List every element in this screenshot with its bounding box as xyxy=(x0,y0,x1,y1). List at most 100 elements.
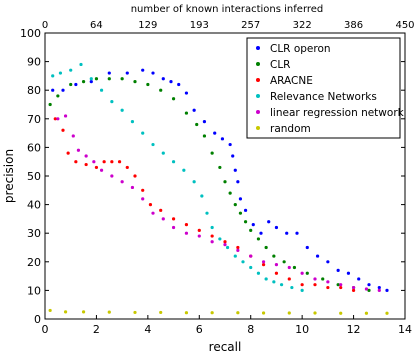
data-point xyxy=(385,311,389,315)
data-point xyxy=(231,154,235,158)
data-point xyxy=(130,185,135,190)
data-point xyxy=(238,197,243,201)
data-point xyxy=(61,88,65,92)
series-5 xyxy=(48,308,389,315)
data-point xyxy=(256,237,261,241)
data-point xyxy=(56,94,60,98)
data-point xyxy=(202,134,207,138)
data-point xyxy=(339,311,343,315)
data-point xyxy=(300,288,304,292)
data-point xyxy=(63,310,68,314)
data-point xyxy=(69,82,73,87)
y-tick-labels: 0 10 20 30 40 50 60 70 80 90 100 xyxy=(20,27,405,326)
data-point xyxy=(264,245,268,250)
top-tick-label: 129 xyxy=(138,20,157,31)
data-point xyxy=(326,260,330,264)
data-point xyxy=(210,240,214,244)
data-point xyxy=(169,80,173,84)
data-point xyxy=(94,77,99,81)
legend: CLR operon CLR ARACNE Relevance Networks lin… xyxy=(246,37,405,139)
x-tick-label: 2 xyxy=(93,323,100,336)
top-tick-label: 64 xyxy=(90,20,103,31)
data-point xyxy=(218,237,222,241)
legend-marker xyxy=(256,78,260,82)
data-point xyxy=(236,245,240,250)
data-point xyxy=(159,88,163,92)
data-point xyxy=(236,180,240,184)
data-point xyxy=(210,311,214,315)
data-point xyxy=(192,180,196,184)
legend-marker xyxy=(256,126,260,130)
data-point xyxy=(141,131,145,135)
x-tick-label: 6 xyxy=(196,323,203,336)
x-axis-label: recall xyxy=(209,340,242,353)
data-point xyxy=(81,80,86,84)
data-point xyxy=(51,74,55,78)
series-3 xyxy=(51,62,304,292)
data-point xyxy=(200,194,204,198)
data-point xyxy=(130,120,135,124)
data-point xyxy=(313,283,317,287)
data-point xyxy=(243,208,248,212)
series-1 xyxy=(48,77,371,292)
data-point xyxy=(210,151,214,155)
data-point xyxy=(84,154,88,158)
y-tick-label: 80 xyxy=(27,84,41,97)
data-point xyxy=(261,311,266,315)
data-point xyxy=(151,211,155,215)
data-point xyxy=(367,283,371,287)
top-tick-label: 257 xyxy=(241,20,260,31)
data-point xyxy=(336,283,340,287)
data-point xyxy=(151,71,155,75)
data-point xyxy=(223,240,227,244)
data-point xyxy=(110,160,114,164)
data-point xyxy=(99,168,104,172)
data-point xyxy=(210,234,214,238)
data-point xyxy=(313,277,317,281)
legend-marker xyxy=(256,94,260,98)
data-point xyxy=(107,71,111,75)
data-point xyxy=(228,142,232,147)
data-point xyxy=(161,77,165,81)
data-point xyxy=(259,231,263,235)
top-tick-label: 322 xyxy=(293,20,312,31)
data-point xyxy=(315,254,320,258)
data-point xyxy=(110,100,114,104)
data-point xyxy=(213,131,217,135)
data-point xyxy=(133,310,137,315)
data-point xyxy=(274,225,279,230)
data-point xyxy=(125,165,129,170)
data-point xyxy=(89,80,93,84)
x-tick-label: 4 xyxy=(144,323,151,336)
data-point xyxy=(295,231,299,235)
data-point xyxy=(53,117,57,121)
top-tick-label: 0 xyxy=(42,20,48,31)
y-tick-label: 90 xyxy=(27,56,41,69)
data-point xyxy=(110,174,114,178)
legend-label: CLR xyxy=(270,59,290,71)
data-point xyxy=(117,160,122,164)
data-point xyxy=(133,80,137,84)
data-point xyxy=(364,287,369,291)
data-point xyxy=(282,260,286,264)
data-point xyxy=(141,68,145,72)
data-point xyxy=(92,160,96,164)
data-point xyxy=(184,311,189,315)
data-point xyxy=(74,160,78,164)
data-point xyxy=(251,223,255,227)
data-point xyxy=(346,271,351,275)
data-point xyxy=(184,111,189,115)
data-point xyxy=(339,285,343,290)
data-point xyxy=(313,311,317,315)
series-4 xyxy=(56,114,381,292)
legend-marker xyxy=(256,62,260,66)
data-point xyxy=(74,82,78,87)
data-point xyxy=(287,265,291,270)
data-point xyxy=(326,285,330,290)
data-point xyxy=(274,263,279,267)
data-point xyxy=(81,310,86,314)
data-point xyxy=(148,203,153,207)
data-point xyxy=(192,108,196,112)
data-point xyxy=(120,180,124,184)
data-point xyxy=(357,277,361,281)
